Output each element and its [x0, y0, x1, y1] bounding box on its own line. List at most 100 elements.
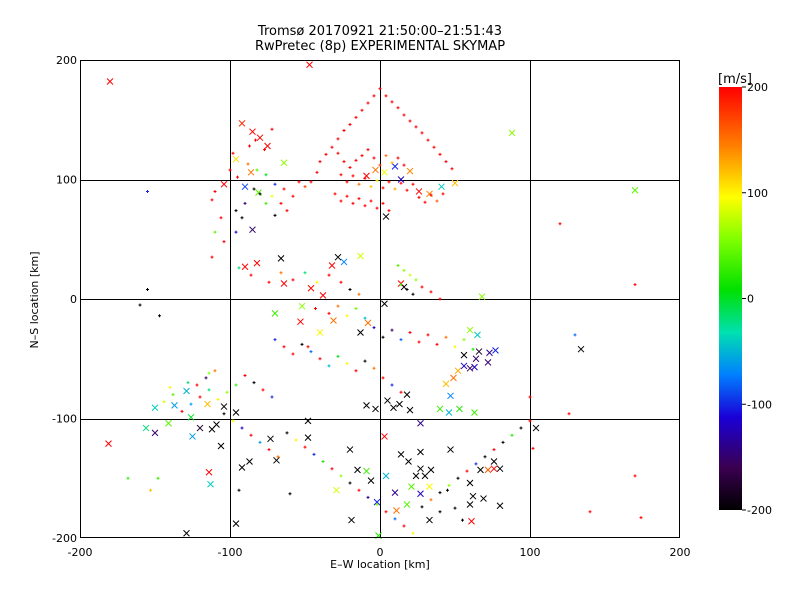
data-point-cross — [304, 434, 312, 441]
data-point-plus — [411, 292, 415, 296]
data-point-cross — [297, 318, 304, 326]
data-point-cross — [316, 329, 324, 336]
data-point-cross — [478, 293, 486, 300]
data-point-cross — [232, 155, 240, 163]
data-point-plus — [411, 182, 415, 186]
data-point-plus — [405, 188, 409, 192]
data-point-plus — [312, 452, 316, 456]
data-point-plus — [360, 108, 364, 112]
data-point-cross — [151, 404, 159, 412]
data-point-cross — [426, 483, 433, 490]
data-point-cross — [472, 355, 480, 363]
data-point-plus — [453, 345, 457, 349]
data-point-cross — [412, 472, 420, 480]
data-point-cross — [204, 400, 211, 408]
data-point-plus — [318, 160, 322, 164]
data-point-plus — [171, 393, 175, 397]
data-point-plus — [453, 506, 457, 510]
data-point-plus — [315, 170, 319, 174]
data-point-plus — [417, 195, 421, 199]
data-point-plus — [558, 222, 562, 226]
data-point-plus — [345, 194, 349, 198]
data-point-cross — [367, 477, 375, 484]
data-point-plus — [375, 179, 379, 183]
data-point-cross — [249, 128, 256, 136]
data-point-plus — [450, 167, 454, 171]
data-point-cross — [142, 424, 150, 432]
data-point-cross — [403, 391, 411, 398]
y-axis-ticks: -200 -100 0 100 200 — [52, 54, 77, 545]
data-point-plus — [219, 216, 223, 220]
data-point-plus — [408, 119, 412, 123]
data-point-plus — [291, 352, 295, 356]
data-point-plus — [357, 488, 361, 492]
data-point-cross — [271, 309, 279, 317]
data-point-cross — [264, 142, 271, 150]
data-point-cross — [241, 183, 249, 191]
data-point-plus — [146, 189, 149, 193]
data-point-plus — [267, 448, 271, 452]
data-point-plus — [267, 280, 271, 284]
data-point-cross — [577, 345, 585, 353]
data-point-plus — [333, 192, 337, 196]
data-point-plus — [297, 180, 301, 184]
data-point-plus — [573, 333, 577, 337]
data-point-cross — [492, 347, 499, 354]
data-point-plus — [375, 503, 379, 507]
data-point-plus — [285, 431, 289, 435]
data-point-plus — [279, 271, 283, 275]
data-point-cross — [372, 405, 379, 413]
data-point-plus — [207, 371, 211, 375]
data-point-plus — [339, 280, 343, 284]
data-point-cross — [106, 78, 114, 85]
data-point-cross — [238, 119, 246, 127]
data-point-plus — [405, 287, 409, 291]
data-point-cross — [183, 387, 190, 395]
data-point-plus — [339, 173, 343, 177]
data-point-plus — [354, 369, 358, 373]
data-point-cross — [307, 284, 315, 292]
data-point-plus — [372, 366, 376, 370]
data-point-cross — [232, 520, 240, 528]
data-point-plus — [633, 283, 637, 287]
data-point-plus — [189, 402, 193, 406]
data-point-cross — [532, 424, 540, 432]
data-point-plus — [369, 199, 373, 203]
data-point-plus — [408, 330, 412, 334]
data-point-plus — [252, 381, 256, 385]
data-point-cross — [196, 424, 204, 432]
data-point-plus — [303, 445, 307, 449]
data-point-cross — [415, 188, 423, 195]
colorbar-tick-label: -100 — [747, 398, 772, 411]
data-point-cross — [436, 405, 444, 413]
data-point-plus — [357, 197, 361, 201]
data-point-plus — [222, 240, 226, 244]
data-point-plus — [414, 278, 418, 282]
data-point-cross — [466, 479, 474, 487]
data-point-cross — [220, 403, 228, 410]
data-point-plus — [249, 433, 253, 437]
data-point-plus — [273, 338, 277, 342]
data-point-cross — [471, 363, 478, 371]
data-point-plus — [381, 186, 385, 190]
data-point-cross — [319, 292, 327, 299]
data-point-plus — [429, 193, 433, 197]
data-point-cross — [484, 466, 492, 474]
data-point-cross — [405, 458, 412, 465]
data-point-plus — [402, 524, 406, 528]
data-point-cross — [249, 226, 256, 234]
data-point-cross — [363, 402, 370, 409]
colorbar-tick-label: 200 — [747, 81, 768, 94]
data-point-plus — [126, 476, 130, 480]
data-point-plus — [348, 287, 352, 291]
data-point-cross — [447, 446, 454, 453]
data-point-plus — [435, 199, 439, 203]
data-point-plus — [210, 255, 214, 259]
data-point-cross — [451, 179, 459, 187]
data-point-plus — [327, 273, 331, 277]
data-point-plus — [213, 189, 217, 193]
data-point-plus — [330, 145, 334, 149]
data-point-plus — [390, 328, 394, 332]
data-point-plus — [399, 390, 403, 394]
